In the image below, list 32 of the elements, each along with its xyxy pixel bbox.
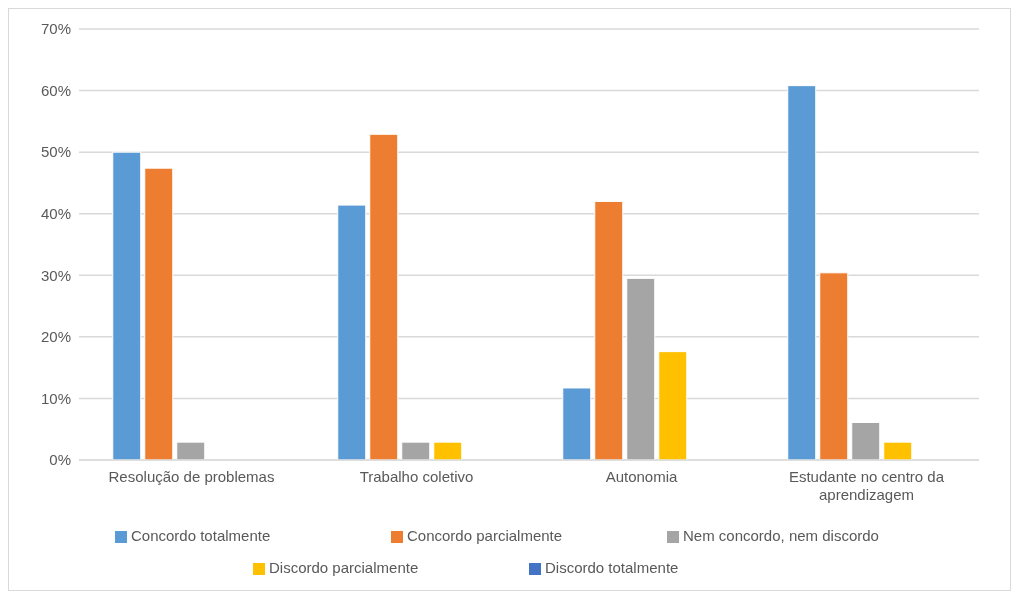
y-tick-label: 0% [49, 451, 71, 469]
x-tick-label: Resolução de problemas [108, 468, 275, 485]
bar [144, 167, 174, 460]
bar [562, 387, 592, 460]
y-tick-label: 40% [40, 205, 71, 223]
bar [787, 85, 817, 460]
bar [658, 351, 688, 460]
bar [626, 277, 656, 460]
bar [594, 200, 624, 460]
legend-label: Concordo parcialmente [407, 526, 564, 546]
bar [337, 204, 367, 460]
legend-label: Discordo totalmente [545, 558, 680, 578]
legend-label: Nem concordo, nem discordo [683, 526, 880, 546]
bar [369, 133, 399, 460]
legend-label: Concordo totalmente [131, 526, 272, 546]
bar [883, 441, 913, 460]
bar [851, 421, 881, 460]
bar [176, 441, 206, 460]
x-tick-label: Trabalho coletivo [359, 468, 474, 485]
y-tick-label: 50% [40, 143, 71, 161]
y-tick-label: 10% [40, 389, 71, 407]
bar [112, 151, 142, 460]
legend-label: Discordo parcialmente [269, 558, 420, 578]
bar [401, 441, 431, 460]
y-tick-label: 70% [40, 20, 71, 38]
x-tick-label: Autonomia [605, 468, 679, 485]
bar [433, 441, 463, 460]
y-tick-label: 60% [40, 81, 71, 99]
y-tick-label: 20% [40, 328, 71, 346]
bar [819, 272, 849, 460]
x-tick-label: Estudante no centro da aprendizagem [788, 468, 945, 503]
y-tick-label: 30% [40, 266, 71, 284]
